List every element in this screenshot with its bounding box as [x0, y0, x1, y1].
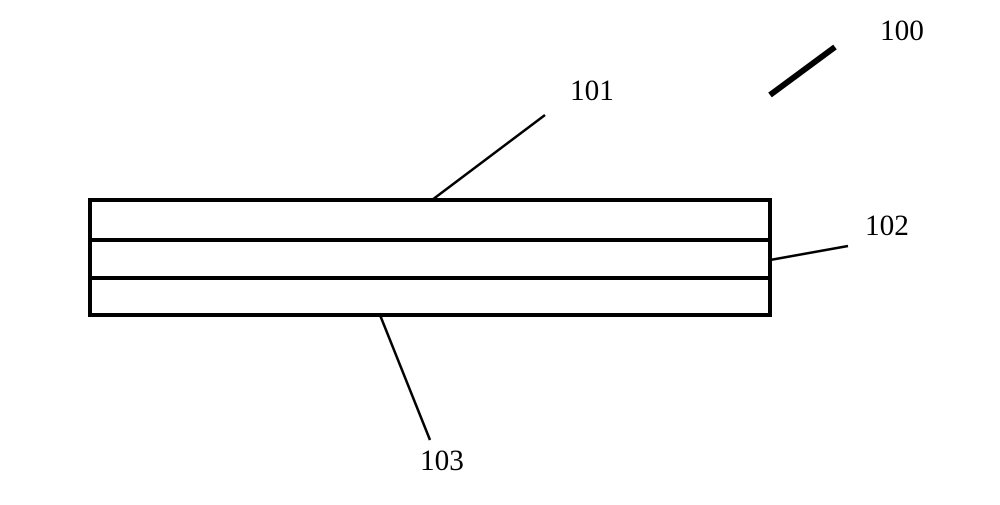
callout-line-103: [380, 315, 430, 440]
callout-line-101: [432, 115, 545, 200]
label-102: 102: [865, 210, 909, 242]
callout-line-102: [770, 246, 848, 260]
label-100: 100: [880, 15, 924, 47]
main-ref-slash: [770, 47, 835, 95]
label-103: 103: [420, 445, 464, 477]
layer-stack-outline: [90, 200, 770, 315]
label-101: 101: [570, 75, 614, 107]
layer-diagram: 100 101 102 103: [0, 0, 1000, 505]
